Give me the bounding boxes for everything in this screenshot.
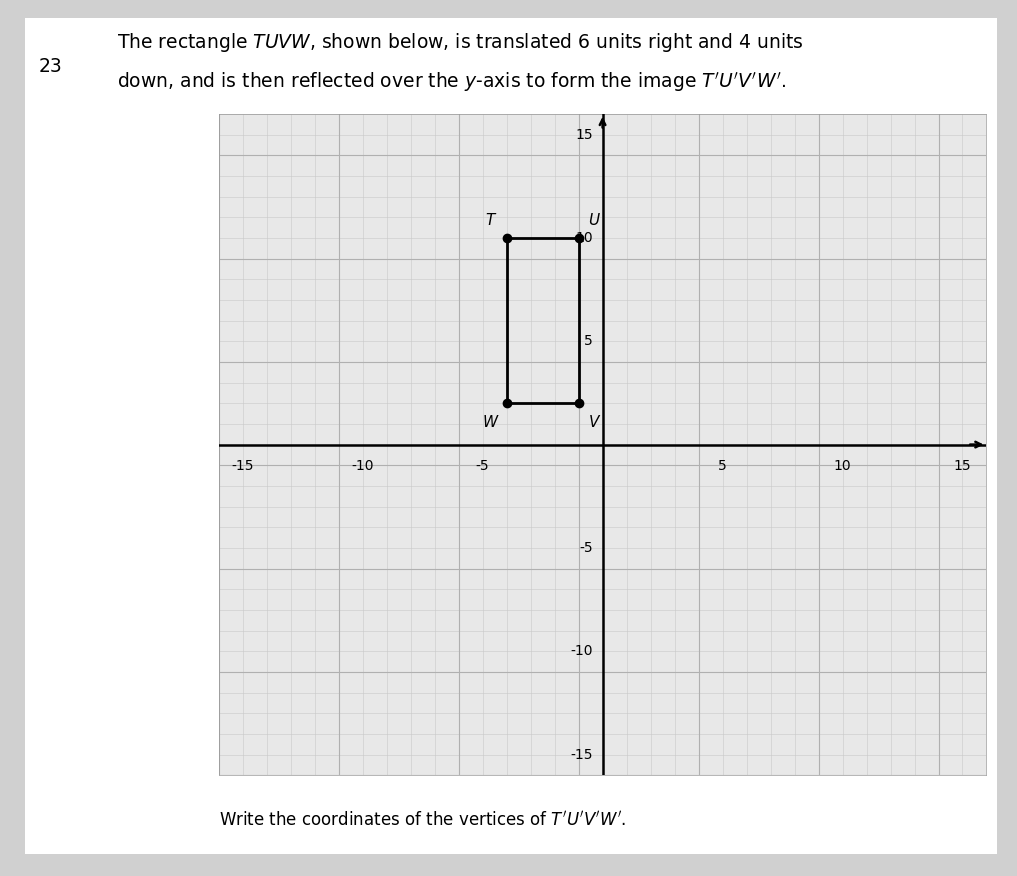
Text: -10: -10	[352, 459, 374, 473]
Text: -15: -15	[232, 459, 254, 473]
Text: -15: -15	[571, 747, 593, 761]
Text: 5: 5	[584, 335, 593, 349]
Text: 10: 10	[834, 459, 851, 473]
Text: 15: 15	[954, 459, 971, 473]
Text: 10: 10	[576, 231, 593, 245]
Text: Write the coordinates of the vertices of $T'U'V'W'$.: Write the coordinates of the vertices of…	[219, 810, 626, 830]
Text: $U$: $U$	[588, 212, 601, 228]
Text: down, and is then reflected over the $y$-axis to form the image $T'U'V'W'$.: down, and is then reflected over the $y$…	[117, 70, 786, 94]
Text: 5: 5	[718, 459, 727, 473]
Text: The rectangle $TUVW$, shown below, is translated 6 units right and 4 units: The rectangle $TUVW$, shown below, is tr…	[117, 31, 803, 53]
Text: -5: -5	[580, 540, 593, 555]
Text: $T$: $T$	[485, 212, 497, 228]
Text: 23: 23	[39, 57, 62, 76]
Text: -10: -10	[571, 644, 593, 658]
Text: $W$: $W$	[482, 413, 499, 429]
Text: 15: 15	[576, 128, 593, 142]
Text: -5: -5	[476, 459, 489, 473]
Text: $V$: $V$	[588, 413, 601, 429]
